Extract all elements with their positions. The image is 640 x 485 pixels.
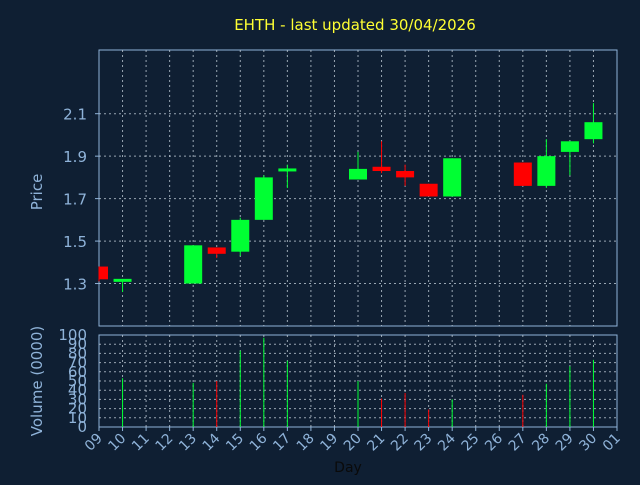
price-tick-label: 1.9 xyxy=(63,148,87,166)
candle-15 xyxy=(231,217,250,256)
candle-22 xyxy=(396,164,415,186)
candle-21 xyxy=(372,141,391,174)
candle-10 xyxy=(113,278,132,293)
volume-tick-label: 0 xyxy=(77,418,87,436)
candle-body xyxy=(419,183,438,197)
volume-tick-label: 70 xyxy=(68,354,87,372)
volume-tick-label: 100 xyxy=(58,326,87,344)
candle-body xyxy=(537,156,556,186)
volume-grid xyxy=(99,335,617,427)
candle-23 xyxy=(419,183,438,197)
candle-body xyxy=(443,158,462,197)
candle-30 xyxy=(584,103,603,144)
candle-body xyxy=(99,266,108,280)
candle-body xyxy=(184,245,203,284)
price-tick-label: 1.5 xyxy=(63,233,87,251)
candle-body xyxy=(372,166,391,172)
volume-axis-label: Volume (0000) xyxy=(28,326,46,436)
price-grid xyxy=(99,50,617,326)
volume-tick-label: 80 xyxy=(68,344,87,362)
volume-bars xyxy=(122,337,594,427)
candle-17 xyxy=(278,164,297,188)
price-tick-label: 1.3 xyxy=(63,276,87,294)
candle-29 xyxy=(560,141,579,176)
candle-24 xyxy=(443,158,462,197)
x-axis-label: Day xyxy=(334,460,362,476)
price-axis-label: Price xyxy=(28,174,46,211)
candle-body xyxy=(278,168,297,172)
candle-14 xyxy=(207,247,226,259)
volume-tick-label: 60 xyxy=(68,363,87,381)
candle-09 xyxy=(98,266,108,282)
candle-13 xyxy=(184,245,203,284)
volume-tick-label: 50 xyxy=(68,372,87,390)
price-tick-labels: 1.3 1.5 1.7 1.9 2.1 xyxy=(63,106,99,294)
candle-body xyxy=(113,278,132,282)
candle-body xyxy=(349,168,367,180)
volume-tick-label: 90 xyxy=(68,335,87,353)
candle-body xyxy=(207,247,226,254)
candle-body xyxy=(231,219,250,252)
candle-body xyxy=(254,177,273,220)
volume-tick-label: 20 xyxy=(68,400,87,418)
candle-body xyxy=(396,171,415,178)
candle-28 xyxy=(537,139,556,188)
candles xyxy=(98,103,603,293)
chart-title: EHTH - last updated 30/04/2026 xyxy=(234,16,476,34)
volume-tick-label: 30 xyxy=(68,390,87,408)
candle-body xyxy=(584,122,603,140)
volume-tick-label: 40 xyxy=(68,381,87,399)
price-tick-label: 1.7 xyxy=(63,191,87,209)
candle-body xyxy=(513,162,532,186)
candle-27 xyxy=(513,162,532,186)
candle-body xyxy=(560,141,579,152)
candle-20 xyxy=(349,151,367,180)
volume-tick-label: 10 xyxy=(68,409,87,427)
price-tick-label: 2.1 xyxy=(63,106,87,124)
candle-16 xyxy=(254,175,273,220)
